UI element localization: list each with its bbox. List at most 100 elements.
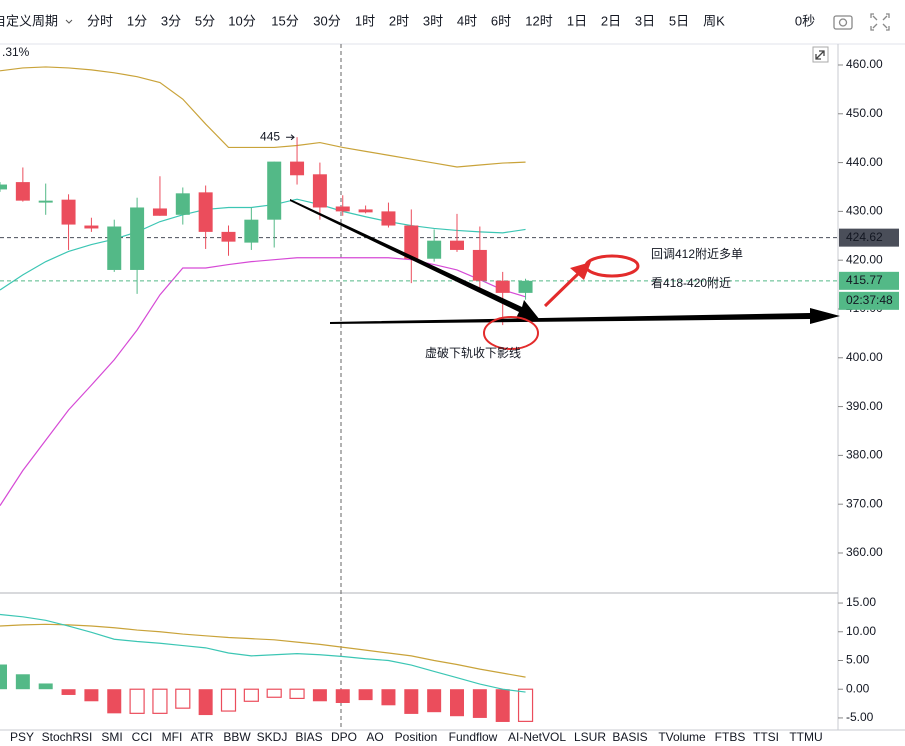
candle-body bbox=[472, 249, 487, 281]
interval-button[interactable]: 2日 bbox=[601, 13, 621, 28]
candle-body bbox=[335, 206, 350, 212]
high-marker: 445 bbox=[260, 129, 280, 143]
candle-body bbox=[221, 231, 236, 242]
indicator-tab[interactable]: AI-NetVOL bbox=[508, 730, 566, 744]
histogram-bar bbox=[312, 689, 327, 702]
histogram-bar bbox=[243, 688, 259, 702]
indicator-tab[interactable]: SKDJ bbox=[257, 730, 288, 744]
y-tick-label: 15.00 bbox=[846, 595, 876, 609]
interval-button[interactable]: 4时 bbox=[457, 13, 477, 28]
y-tick-label: 5.00 bbox=[846, 653, 870, 667]
histogram-bar bbox=[220, 688, 237, 712]
histogram-bar bbox=[450, 689, 464, 717]
y-tick-label: 430.00 bbox=[846, 204, 883, 218]
histogram-bar bbox=[107, 689, 122, 714]
histogram-bar bbox=[289, 688, 305, 700]
y-tick-label: 390.00 bbox=[846, 399, 883, 413]
candle-body bbox=[38, 200, 53, 203]
histogram-bar bbox=[38, 683, 53, 690]
candle-body bbox=[427, 240, 442, 259]
indicator-tab[interactable]: BASIS bbox=[612, 730, 647, 744]
candle-body bbox=[61, 199, 76, 225]
indicator-tab[interactable]: SMI bbox=[101, 730, 122, 744]
y-tick-label: 440.00 bbox=[846, 155, 883, 169]
histogram-bar bbox=[61, 689, 76, 695]
band-line bbox=[0, 257, 526, 506]
interval-button[interactable]: 12时 bbox=[525, 13, 552, 28]
indicator-tab[interactable]: TTSI bbox=[753, 730, 779, 744]
indicator-tab[interactable]: LSUR bbox=[574, 730, 606, 744]
histogram-bar bbox=[404, 689, 419, 714]
candle-body bbox=[0, 184, 7, 190]
expand-icon[interactable] bbox=[812, 46, 829, 63]
interval-button[interactable]: 1时 bbox=[355, 13, 375, 28]
candle-body bbox=[495, 280, 510, 293]
camera-icon[interactable] bbox=[833, 15, 853, 30]
fullscreen-icon[interactable] bbox=[870, 13, 890, 31]
band-line bbox=[0, 198, 526, 291]
interval-button[interactable]: 10分 bbox=[228, 13, 255, 28]
interval-button[interactable]: 3时 bbox=[423, 13, 443, 28]
indicator-tab[interactable]: CCI bbox=[132, 730, 153, 744]
candle-body bbox=[404, 225, 419, 259]
y-tick-label: 450.00 bbox=[846, 106, 883, 120]
indicator-tab[interactable]: ATR bbox=[190, 730, 213, 744]
annotation: 看418-420附近 bbox=[651, 276, 731, 290]
menu-caret bbox=[65, 19, 73, 24]
plot bbox=[0, 66, 838, 722]
candle-body bbox=[198, 192, 213, 232]
interval-button[interactable]: 5日 bbox=[669, 13, 689, 28]
indicator-tab[interactable]: PSY bbox=[10, 730, 34, 744]
indicator-tab[interactable]: DPO bbox=[331, 730, 357, 744]
indicator-tab[interactable]: StochRSI bbox=[42, 730, 93, 744]
interval-button[interactable]: 周K bbox=[703, 13, 725, 28]
interval-button[interactable]: 分时 bbox=[87, 13, 113, 28]
interval-button[interactable]: 15分 bbox=[271, 13, 298, 28]
candle-body bbox=[381, 211, 396, 226]
interval-button[interactable]: 1分 bbox=[127, 13, 147, 28]
candle-body bbox=[130, 207, 145, 270]
histogram-bar bbox=[335, 689, 350, 703]
y-tick-label: 10.00 bbox=[846, 624, 876, 638]
histogram-bar bbox=[129, 688, 145, 714]
interval-button[interactable]: 1日 bbox=[567, 13, 587, 28]
y-tick-label: 380.00 bbox=[846, 448, 883, 462]
indicator-tab[interactable]: Position bbox=[395, 730, 438, 744]
indicator-tab[interactable]: FTBS bbox=[715, 730, 746, 744]
histogram-bar bbox=[84, 689, 99, 702]
candle-body bbox=[312, 174, 327, 208]
interval-button[interactable]: 3分 bbox=[161, 13, 181, 28]
interval-button[interactable]: 2时 bbox=[389, 13, 409, 28]
histogram-bar bbox=[381, 689, 396, 706]
period-menu[interactable]: 自定义周期 bbox=[0, 13, 58, 28]
interval-button[interactable]: 5分 bbox=[195, 13, 215, 28]
histogram-bar bbox=[0, 664, 7, 690]
indicator-tab[interactable]: Fundflow bbox=[449, 730, 498, 744]
interval-button[interactable]: 3日 bbox=[635, 13, 655, 28]
histogram-bar bbox=[152, 688, 168, 714]
price-label-box bbox=[839, 271, 899, 290]
indicator-tab[interactable]: BIAS bbox=[295, 730, 322, 744]
candle-body bbox=[15, 182, 30, 201]
interval-button[interactable]: 6时 bbox=[491, 13, 511, 28]
indicator-tab[interactable]: AO bbox=[366, 730, 383, 744]
candle-body bbox=[244, 219, 259, 243]
band-line bbox=[0, 66, 526, 168]
indicator-tab[interactable]: TTMU bbox=[789, 730, 822, 744]
interval-button[interactable]: 30分 bbox=[313, 13, 340, 28]
histogram-bar bbox=[358, 689, 373, 701]
candle-body bbox=[518, 280, 533, 293]
indicator-line bbox=[0, 623, 526, 678]
indicator-tab[interactable]: MFI bbox=[162, 730, 183, 744]
candle-body bbox=[107, 226, 122, 270]
change-label: .31% bbox=[2, 45, 30, 59]
drawing-red bbox=[483, 254, 640, 350]
histogram-bar bbox=[495, 689, 510, 722]
indicator-tab[interactable]: TVolume bbox=[658, 730, 706, 744]
indicator-tab[interactable]: BBW bbox=[223, 730, 251, 744]
candle-body bbox=[84, 225, 99, 229]
histogram-bar bbox=[266, 688, 282, 698]
y-tick-label: 400.00 bbox=[846, 350, 883, 364]
